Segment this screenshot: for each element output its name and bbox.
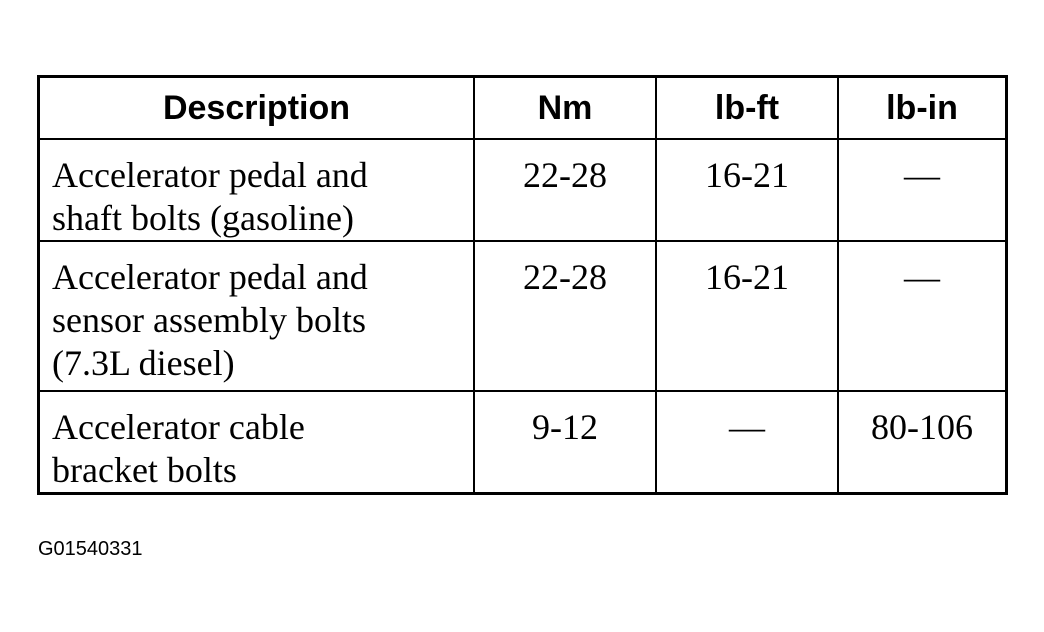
description-line: Accelerator cable (52, 407, 305, 447)
lb-ft-cell: 16-21 (655, 138, 839, 242)
lb-ft-cell: 16-21 (655, 240, 839, 392)
table-row: Accelerator pedal and shaft bolts (gasol… (37, 138, 1008, 242)
lb-ft-cell: — (655, 390, 839, 495)
torque-spec-table: Description Nm lb-ft lb-in Accelerator p… (37, 75, 1008, 495)
description-cell: Accelerator pedal and sensor assembly bo… (37, 240, 475, 392)
header-description: Description (37, 75, 475, 140)
header-row: Description Nm lb-ft lb-in (37, 75, 1008, 140)
description-line: Accelerator pedal and (52, 257, 368, 297)
table-row: Accelerator cable bracket bolts 9-12 — 8… (37, 390, 1008, 495)
description-line: (7.3L diesel) (52, 343, 235, 383)
figure-id: G01540331 (38, 538, 143, 560)
description-line: bracket bolts (52, 450, 237, 490)
description-cell: Accelerator pedal and shaft bolts (gasol… (37, 138, 475, 242)
table-row: Accelerator pedal and sensor assembly bo… (37, 240, 1008, 392)
nm-cell: 22-28 (473, 138, 657, 242)
description-cell: Accelerator cable bracket bolts (37, 390, 475, 495)
nm-cell: 22-28 (473, 240, 657, 392)
header-lb-in: lb-in (837, 75, 1008, 140)
lb-in-cell: 80-106 (837, 390, 1008, 495)
description-line: shaft bolts (gasoline) (52, 198, 354, 238)
description-line: sensor assembly bolts (52, 300, 366, 340)
description-line: Accelerator pedal and (52, 155, 368, 195)
nm-cell: 9-12 (473, 390, 657, 495)
lb-in-cell: — (837, 240, 1008, 392)
header-nm: Nm (473, 75, 657, 140)
lb-in-cell: — (837, 138, 1008, 242)
header-lb-ft: lb-ft (655, 75, 839, 140)
